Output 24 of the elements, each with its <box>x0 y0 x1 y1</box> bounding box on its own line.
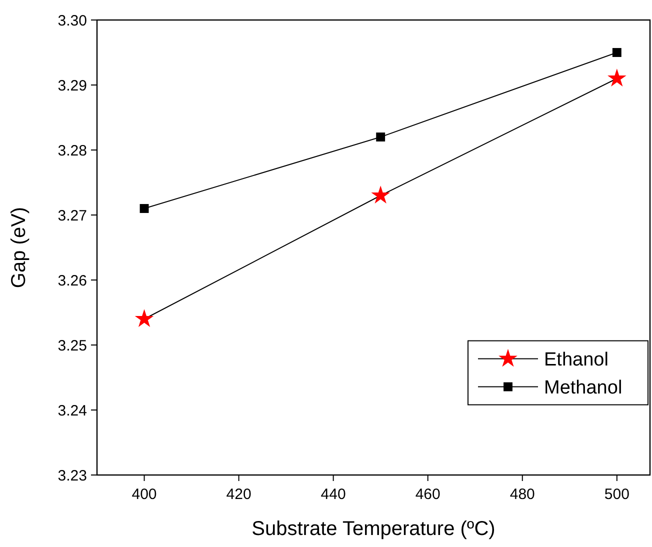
point <box>140 204 149 213</box>
y-axis-title: Gap (eV) <box>8 206 30 288</box>
point <box>608 68 626 87</box>
y-tick-label: 3.25 <box>58 337 87 354</box>
y-tick-label: 3.30 <box>58 12 87 30</box>
point <box>376 132 386 142</box>
legend-label: Ethanol <box>544 349 608 370</box>
y-tick-label: 3.27 <box>58 207 87 224</box>
legend-label: Methanol <box>544 377 622 398</box>
x-tick-label: 500 <box>604 486 630 503</box>
y-tick-label: 3.28 <box>58 142 87 160</box>
y-tick-label: 3.26 <box>58 272 87 290</box>
x-tick-label: 440 <box>320 486 346 503</box>
x-tick-label: 460 <box>415 486 440 503</box>
point <box>371 186 390 204</box>
y-tick-label: 3.23 <box>58 467 87 484</box>
x-tick-label: 480 <box>510 486 535 503</box>
y-tick-label: 3.24 <box>58 402 87 420</box>
point <box>612 48 622 57</box>
x-tick-label: 420 <box>226 486 252 503</box>
x-tick-label: 400 <box>132 486 157 503</box>
y-tick-label: 3.29 <box>58 77 87 94</box>
x-axis-title: Substrate Temperature (ºC) <box>252 518 496 540</box>
point <box>134 309 154 328</box>
